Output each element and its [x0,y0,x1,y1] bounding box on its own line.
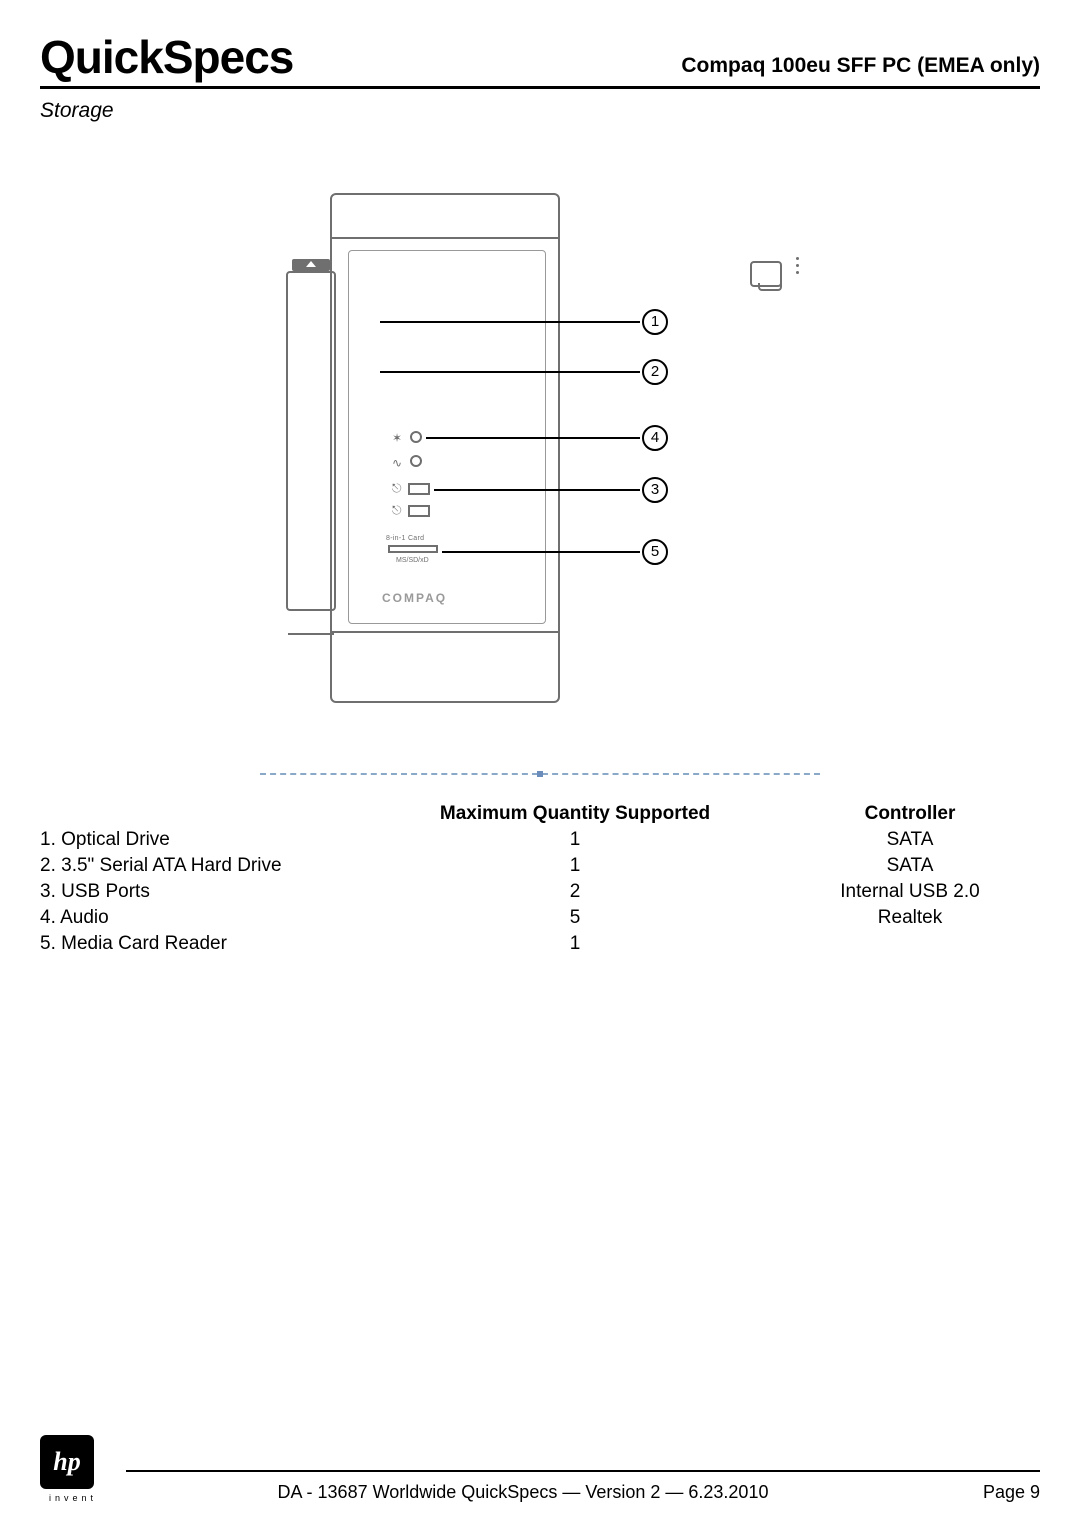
table-row: 2. 3.5" Serial ATA Hard Drive 1 SATA [40,855,1040,877]
power-glyph: ✶ [392,431,402,445]
hdd-glyph: ∿ [392,456,402,470]
callout-leader [434,489,640,491]
optical-eject-icon [292,259,330,271]
cell-qty: 1 [370,855,780,877]
card-reader-icon [388,545,438,553]
sd-card-icon [750,261,782,287]
card-reader-label: MS/SD/xD [396,557,429,564]
cell-component: 5. Media Card Reader [40,933,370,955]
storage-table: Maximum Quantity Supported Controller 1.… [40,803,1040,955]
cell-controller: SATA [780,855,1040,877]
cell-component: 2. 3.5" Serial ATA Hard Drive [40,855,370,877]
diagram: ✶ ∿ ⎋ ⎋ 8-in-1 Card MS/SD/xD COMPAQ 1 2 … [40,193,1040,753]
table-row: 5. Media Card Reader 1 [40,933,1040,955]
cell-qty: 5 [370,907,780,929]
cell-controller: Internal USB 2.0 [780,881,1040,903]
usb-port-icon [408,505,430,517]
callout-3: 3 [642,477,668,503]
cell-qty: 1 [370,933,780,955]
footer-doc-info: DA - 13687 Worldwide QuickSpecs — Versio… [126,1482,920,1503]
cell-controller [780,933,1040,955]
callout-leader [426,437,640,439]
table-row: 4. Audio 5 Realtek [40,907,1040,929]
optical-drive-icon [286,271,336,611]
callout-5: 5 [642,539,668,565]
usb-glyph: ⎋ [392,503,402,518]
hp-logo-text: hp [53,1447,80,1477]
table-row: 3. USB Ports 2 Internal USB 2.0 [40,881,1040,903]
header: QuickSpecs Compaq 100eu SFF PC (EMEA onl… [40,30,1040,89]
cell-component: 4. Audio [40,907,370,929]
hp-logo: hp invent [40,1435,106,1503]
brand-text: COMPAQ [382,591,447,605]
cell-qty: 1 [370,829,780,851]
table-row: 1. Optical Drive 1 SATA [40,829,1040,851]
cell-component: 1. Optical Drive [40,829,370,851]
hp-invent-text: invent [40,1493,106,1503]
cell-controller: Realtek [780,907,1040,929]
cell-controller: SATA [780,829,1040,851]
callout-4: 4 [642,425,668,451]
page-title: QuickSpecs [40,30,293,84]
table-header-component [40,803,370,825]
table-header-row: Maximum Quantity Supported Controller [40,803,1040,825]
callout-leader [442,551,640,553]
pc-tower-outline [330,193,560,703]
callout-leader [380,321,640,323]
callout-2: 2 [642,359,668,385]
usb-glyph: ⎋ [392,481,402,496]
table-header-controller: Controller [780,803,1040,825]
card-reader-top-label: 8-in-1 Card [386,535,424,542]
table-header-qty: Maximum Quantity Supported [370,803,780,825]
hdd-led-icon [410,455,422,467]
page-footer: hp invent DA - 13687 Worldwide QuickSpec… [40,1435,1040,1503]
callout-1: 1 [642,309,668,335]
section-heading: Storage [40,99,1040,123]
figure-divider [260,773,820,775]
usb-port-icon [408,483,430,495]
callout-leader [380,371,640,373]
cell-component: 3. USB Ports [40,881,370,903]
power-button-icon [410,431,422,443]
product-name: Compaq 100eu SFF PC (EMEA only) [681,54,1040,84]
cell-qty: 2 [370,881,780,903]
footer-page-number: Page 9 [920,1482,1040,1503]
